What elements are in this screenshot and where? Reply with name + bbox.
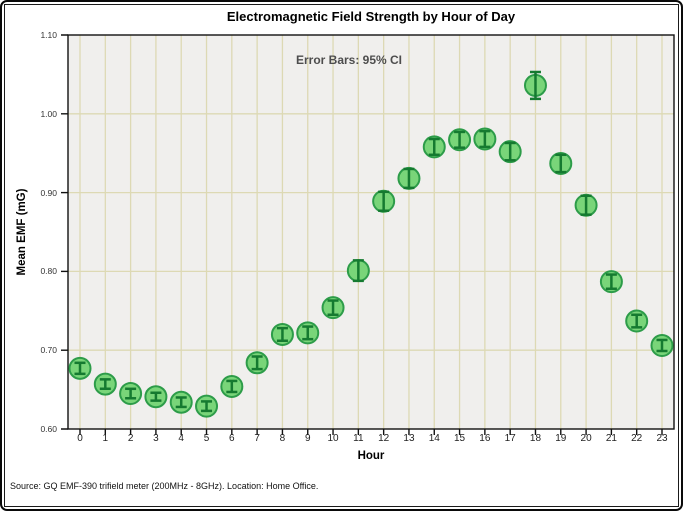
x-tick-label: 9 xyxy=(304,433,311,444)
error-bar xyxy=(631,313,643,329)
y-axis-title: Mean EMF (mG) xyxy=(16,188,28,276)
x-axis-title: Hour xyxy=(357,450,385,462)
x-tick-label: 16 xyxy=(479,433,491,444)
x-tick-label: 5 xyxy=(203,433,210,444)
error-bar xyxy=(352,259,364,283)
x-tick-label: 6 xyxy=(229,433,235,444)
error-bar xyxy=(504,141,516,162)
x-tick-label: 18 xyxy=(529,433,542,444)
y-tick-label: 0.70 xyxy=(40,345,57,356)
x-tick-label: 4 xyxy=(178,433,184,444)
error-bar xyxy=(327,299,339,316)
error-bar xyxy=(403,167,415,190)
error-bar xyxy=(555,153,567,174)
error-bar xyxy=(201,400,213,413)
x-tick-label: 15 xyxy=(454,433,466,444)
x-tick-label: 12 xyxy=(378,433,390,444)
x-tick-label: 1 xyxy=(102,433,109,444)
error-bar xyxy=(175,396,187,409)
x-tick-label: 3 xyxy=(153,433,159,444)
y-tick-label: 0.80 xyxy=(40,266,57,277)
x-tick-label: 19 xyxy=(555,433,567,444)
x-tick-label: 21 xyxy=(605,433,617,444)
error-bar xyxy=(454,130,466,149)
error-bar xyxy=(99,378,111,391)
y-tick-label: 0.60 xyxy=(40,424,57,434)
error-bar xyxy=(302,325,314,341)
x-tick-label: 20 xyxy=(580,433,592,444)
error-bar xyxy=(656,338,668,353)
x-tick-label: 7 xyxy=(254,433,260,444)
x-tick-label: 8 xyxy=(279,433,286,444)
error-bar xyxy=(529,70,541,101)
x-tick-label: 2 xyxy=(127,433,134,444)
error-bar xyxy=(150,391,162,402)
y-tick-label: 1.00 xyxy=(40,108,57,119)
error-bar xyxy=(378,190,390,212)
error-bar xyxy=(276,326,288,342)
x-tick-label: 22 xyxy=(631,433,643,444)
x-tick-label: 11 xyxy=(353,433,364,444)
error-bar xyxy=(479,129,491,149)
error-bar xyxy=(226,379,238,394)
error-bar xyxy=(74,361,86,376)
chart-title: Electromagnetic Field Strength by Hour o… xyxy=(226,9,516,24)
source-note: Source: GQ EMF-390 trifield meter (200MH… xyxy=(10,481,319,491)
error-bar xyxy=(251,355,263,371)
error-bar xyxy=(605,273,617,290)
error-bar xyxy=(580,194,592,216)
error-bar xyxy=(125,387,137,400)
x-tick-label: 23 xyxy=(656,433,668,444)
y-tick-label: 1.10 xyxy=(40,30,57,40)
y-tick-label: 0.90 xyxy=(40,187,57,198)
x-tick-label: 10 xyxy=(327,433,339,444)
x-tick-label: 13 xyxy=(403,433,415,444)
x-tick-label: 14 xyxy=(428,433,440,444)
error-bar xyxy=(428,137,440,157)
x-tick-label: 17 xyxy=(504,433,516,444)
ci-annotation: Error Bars: 95% CI xyxy=(295,53,403,67)
x-tick-label: 0 xyxy=(77,433,83,444)
